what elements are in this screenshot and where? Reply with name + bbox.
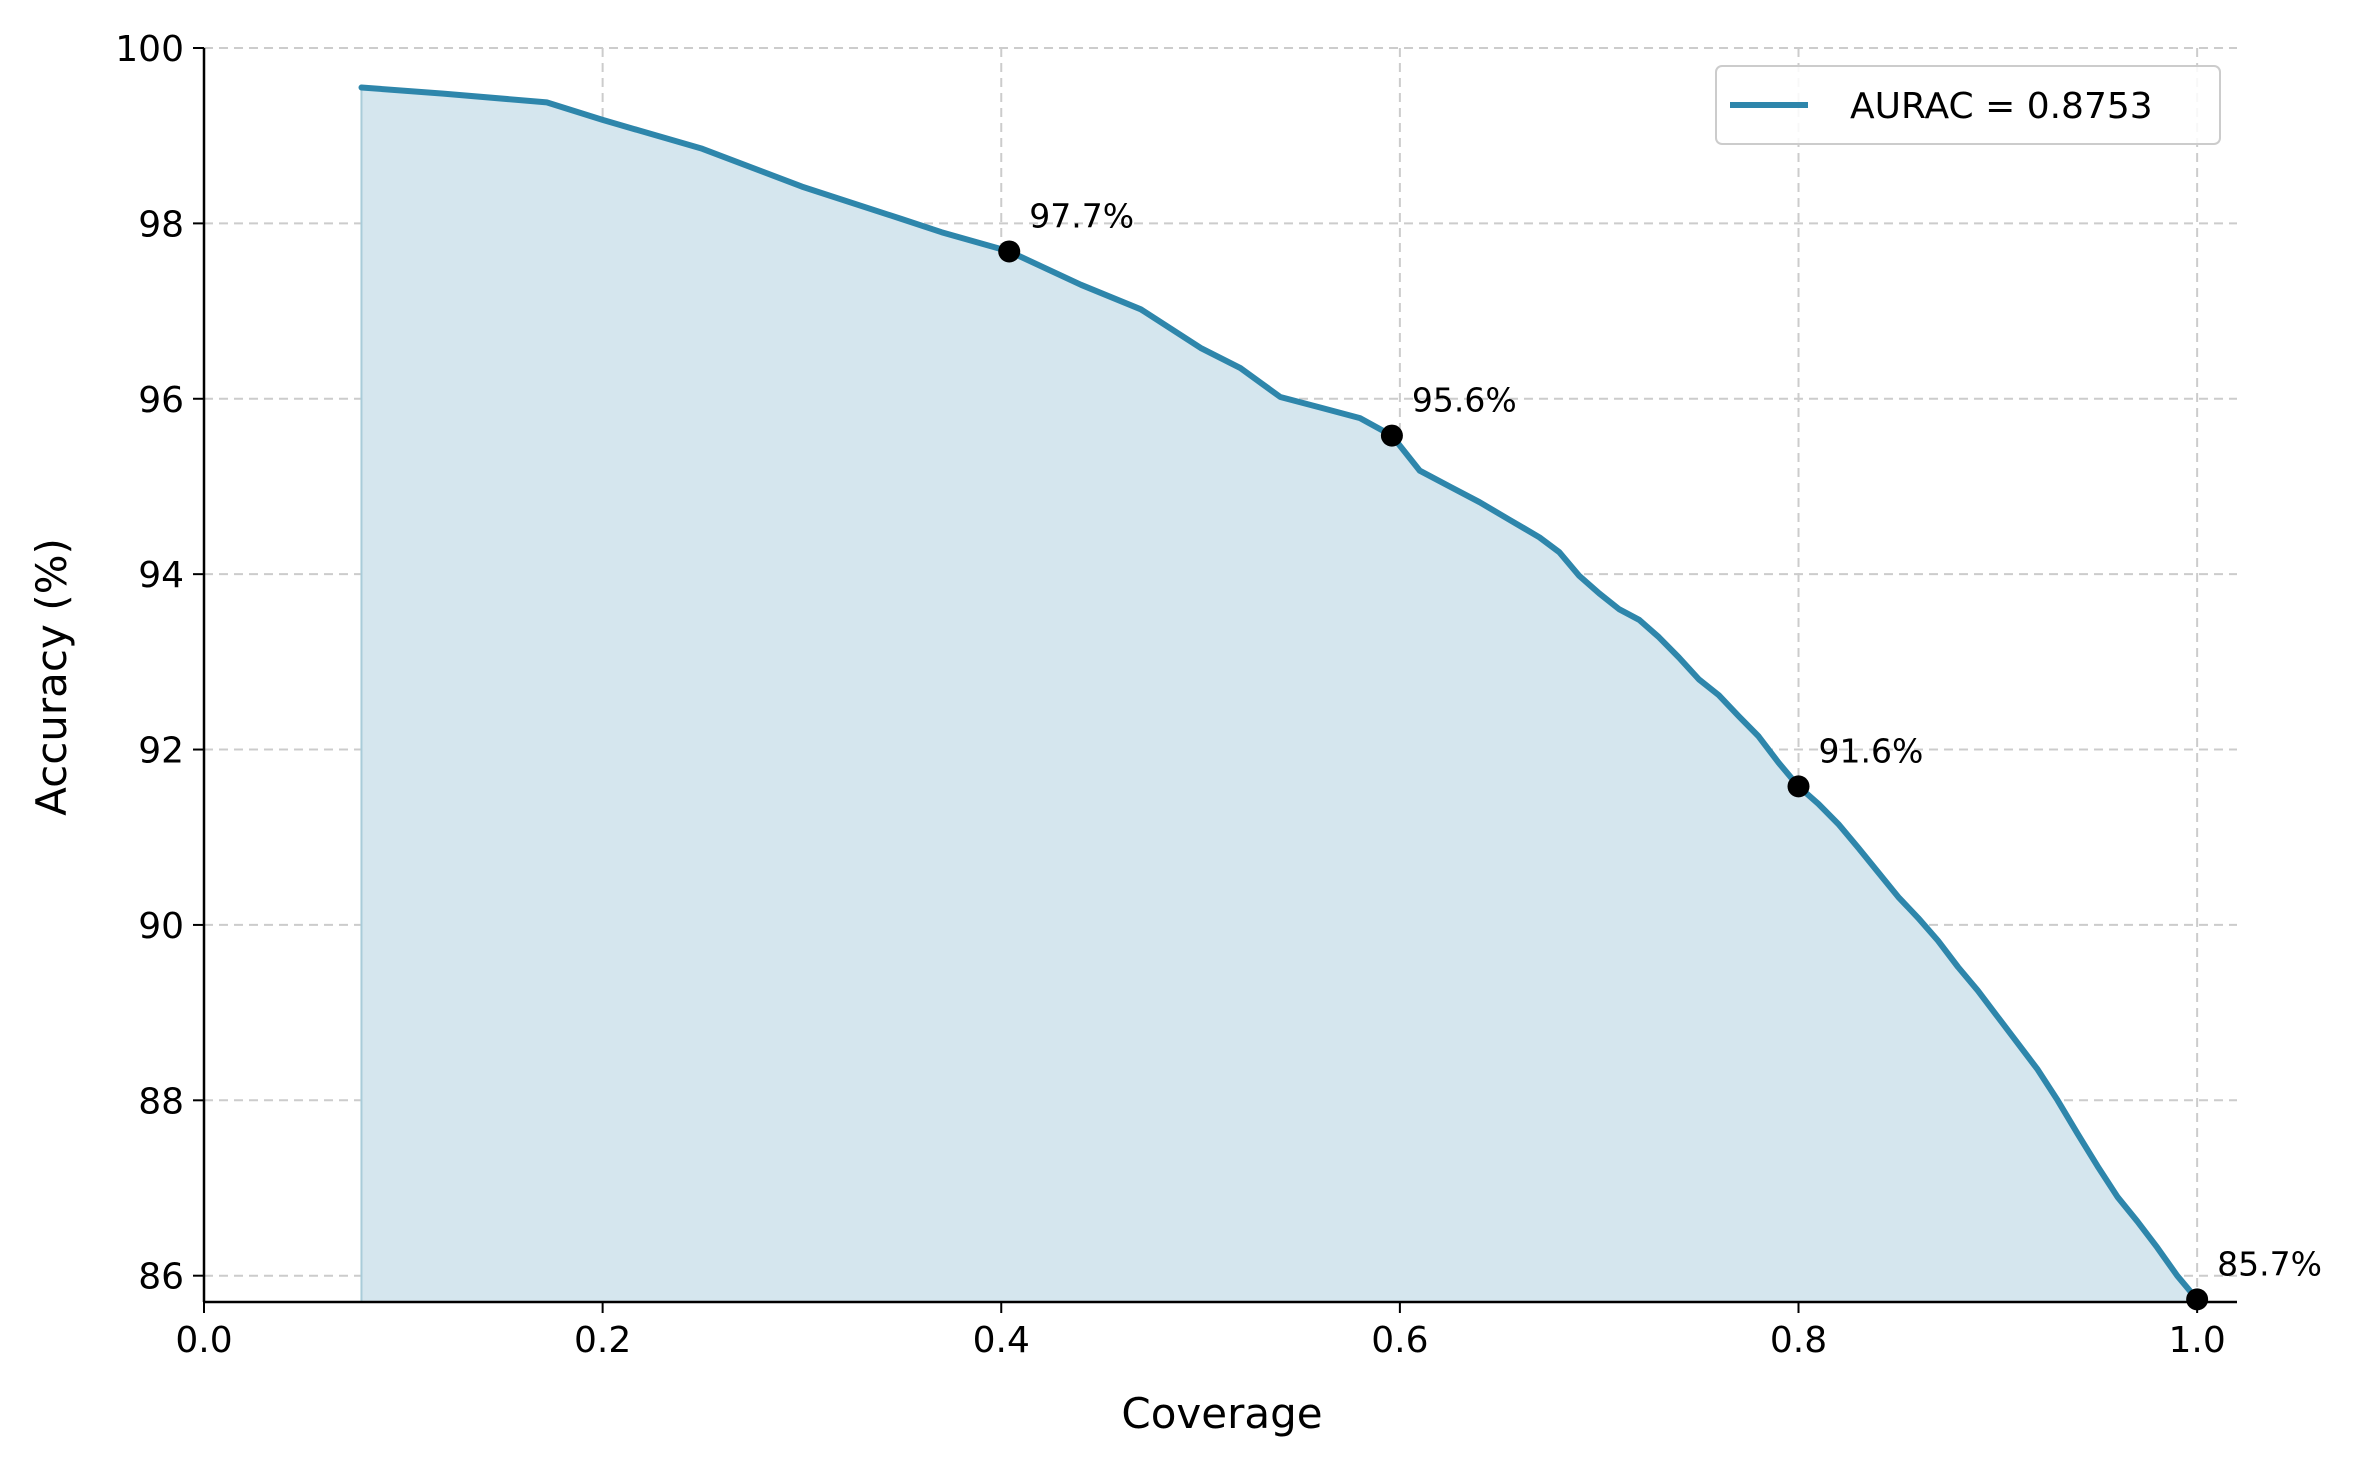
- series-area-fill: [361, 87, 2198, 1302]
- y-tick-label: 88: [138, 1081, 184, 1122]
- points-layer: 97.7% 95.6% 91.6% 85.7%: [998, 196, 2322, 1311]
- point-label: 85.7%: [2217, 1244, 2322, 1283]
- highlight-point: [998, 240, 1021, 263]
- x-tick-label: 0.2: [574, 1320, 631, 1361]
- legend: AURAC = 0.8753: [1715, 65, 2221, 145]
- highlight-point: [2186, 1288, 2209, 1311]
- x-axis-title: Coverage: [1121, 1389, 1322, 1438]
- line-layer: [358, 84, 2201, 1303]
- y-tick-label: 92: [138, 731, 184, 772]
- y-tick-label: 98: [138, 204, 184, 245]
- y-tick-label: 100: [115, 29, 184, 70]
- y-axis-title: Accuracy (%): [27, 538, 76, 816]
- series-line: [358, 84, 2201, 1303]
- point-label: 95.6%: [1412, 381, 1517, 420]
- point-label: 91.6%: [1819, 731, 1924, 770]
- area-layer: [360, 87, 2198, 1302]
- y-tick-label: 90: [138, 906, 184, 947]
- y-tick-label: 86: [138, 1257, 184, 1298]
- legend-box: [1715, 65, 2221, 145]
- axes-layer: 0.0 0.2 0.4 0.6 0.8 1.0 86 88 90 92 94 96 98 100: [115, 29, 2237, 1361]
- x-tick-label: 0.6: [1371, 1320, 1428, 1361]
- legend-label: AURAC = 0.8753: [1850, 86, 2153, 127]
- x-tick-label: 0.4: [973, 1320, 1030, 1361]
- x-tick-label: 1.0: [2169, 1320, 2226, 1361]
- highlight-point: [1787, 775, 1810, 798]
- highlight-point: [1380, 424, 1403, 447]
- y-tick-label: 94: [138, 555, 184, 596]
- y-tick-label: 96: [138, 380, 184, 421]
- x-tick-label: 0.0: [175, 1320, 232, 1361]
- point-label: 97.7%: [1029, 196, 1134, 235]
- x-tick-label: 0.8: [1770, 1320, 1827, 1361]
